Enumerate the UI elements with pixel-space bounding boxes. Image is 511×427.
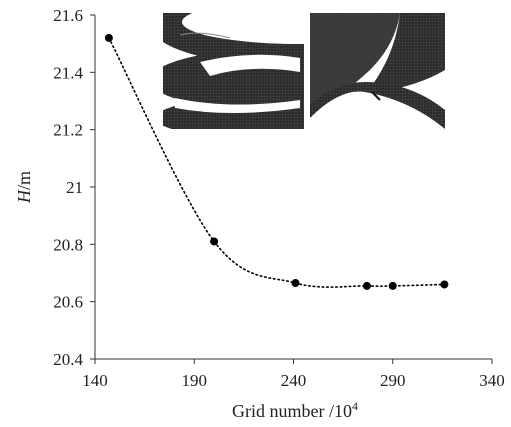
x-tick-label: 190 — [182, 371, 208, 390]
x-tick-label: 140 — [82, 371, 108, 390]
x-tick-label: 340 — [479, 371, 505, 390]
data-point — [291, 279, 300, 288]
x-tick-label: 290 — [380, 371, 406, 390]
inset-image-volute-mesh — [310, 13, 445, 129]
data-point — [440, 280, 449, 289]
data-point — [210, 237, 219, 246]
volute-tongue-mesh-detail-icon — [310, 13, 445, 129]
y-tick-label: 20.4 — [53, 350, 83, 369]
y-axis-ticks: 20.4 20.6 20.8 21 21.2 21.4 21.6 — [53, 6, 95, 369]
x-tick-label: 240 — [281, 371, 307, 390]
y-tick-label: 21.6 — [53, 6, 83, 25]
data-point — [388, 281, 397, 290]
x-axis-title: Grid number /104 — [232, 399, 358, 421]
y-tick-label: 21 — [66, 178, 83, 197]
data-point — [104, 33, 113, 42]
y-tick-label: 21.2 — [53, 121, 83, 140]
inset-image-impeller-mesh — [163, 13, 304, 129]
y-tick-label: 20.8 — [53, 235, 83, 254]
y-tick-label: 21.4 — [53, 63, 83, 82]
x-axis-ticks: 140 190 240 290 340 — [82, 359, 505, 390]
impeller-mesh-detail-icon — [163, 13, 304, 129]
y-axis-title: H/m — [14, 171, 34, 204]
data-points-layer — [104, 33, 449, 290]
y-tick-label: 20.6 — [53, 293, 83, 312]
data-point — [362, 281, 371, 290]
